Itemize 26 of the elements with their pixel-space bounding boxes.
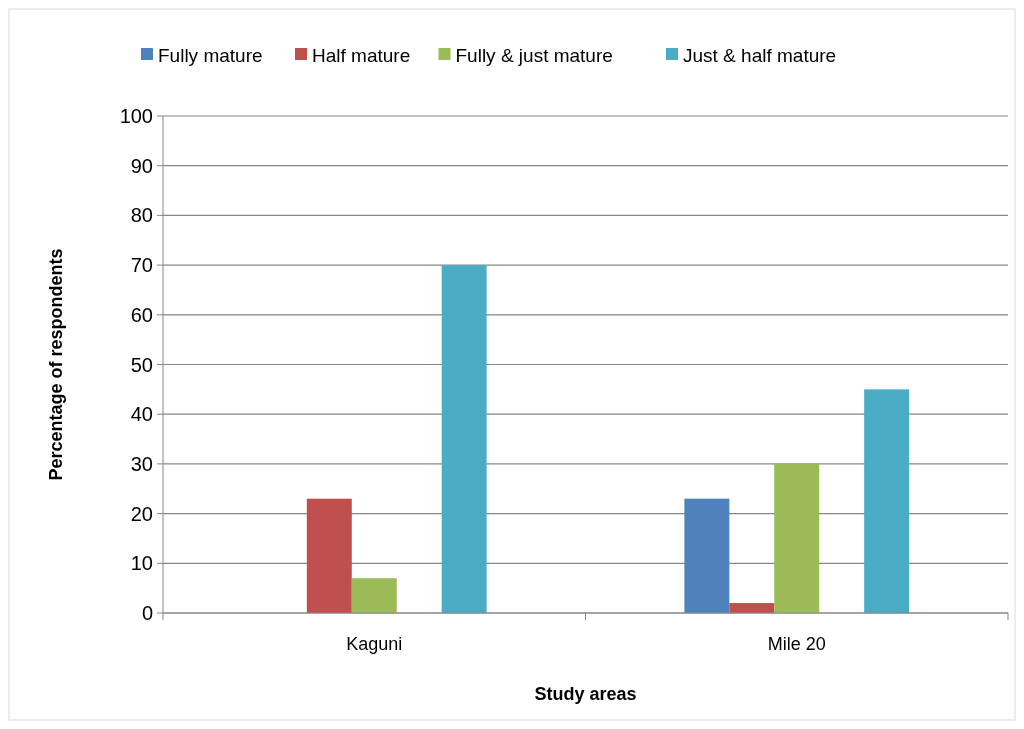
y-tick-label: 0 <box>141 602 153 624</box>
y-tick-label: 20 <box>130 502 153 525</box>
bar <box>864 389 910 613</box>
y-tick-label: 50 <box>130 353 153 376</box>
x-tick-label: Mile 20 <box>767 634 826 654</box>
bar <box>441 265 487 613</box>
bar <box>729 603 775 613</box>
y-tick-label: 40 <box>130 403 153 426</box>
x-tick-label: Kaguni <box>346 634 403 654</box>
y-axis-title: Percentage of respondents <box>46 248 66 481</box>
y-tick-label: 80 <box>130 204 153 227</box>
y-tick-label: 90 <box>130 154 153 177</box>
y-tick-label: 10 <box>130 552 153 575</box>
x-axis-title: Study areas <box>534 684 637 704</box>
bar <box>306 498 352 613</box>
y-tick-label: 30 <box>130 452 153 475</box>
bar <box>774 463 820 613</box>
legend-label: Half mature <box>312 44 411 66</box>
legend-label: Fully mature <box>158 44 263 66</box>
y-tick-label: 70 <box>130 254 153 277</box>
y-tick-label: 60 <box>130 303 153 326</box>
bar <box>351 578 397 613</box>
y-tick-label: 100 <box>119 105 153 127</box>
bar <box>684 498 730 613</box>
legend-label: Just & half mature <box>683 44 837 66</box>
legend-label: Fully & just mature <box>455 44 613 66</box>
